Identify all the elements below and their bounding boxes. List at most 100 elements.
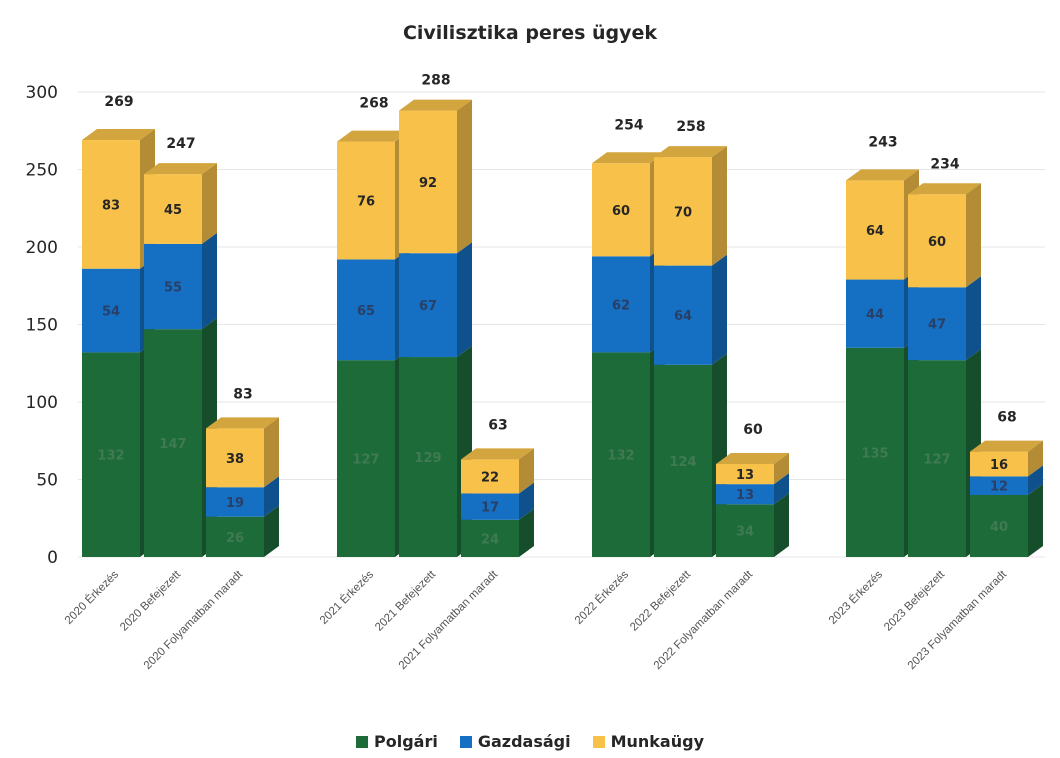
total-label: 268 <box>359 96 388 112</box>
bar-segment-polgari <box>846 347 904 557</box>
bar-segment-polgari <box>461 519 519 557</box>
x-tick-label: 2022 Folyamatban maradt <box>652 568 756 672</box>
legend-item-munkaugy: Munkaügy <box>592 732 704 751</box>
data-label-gazdasagi: 44 <box>866 308 884 323</box>
x-tick-label: 2021 Folyamatban maradt <box>397 568 501 672</box>
bar-segment-polgari <box>144 329 202 557</box>
bar-segment-munkaugy <box>144 174 202 244</box>
bar-segment-polgari <box>654 364 712 557</box>
x-tick-label: 2021 Érkezés <box>317 568 376 627</box>
x-tick-label: 2021 Befejezett <box>373 568 439 634</box>
data-label-munkaugy: 16 <box>990 458 1008 473</box>
data-label-gazdasagi: 65 <box>357 304 375 319</box>
x-tick-label: 2020 Érkezés <box>62 568 121 627</box>
data-label-polgari: 40 <box>990 520 1008 535</box>
x-tick-label: 2022 Befejezett <box>628 568 694 634</box>
bar-segment-munkaugy <box>716 464 774 485</box>
bar-side-gazdasagi <box>1028 465 1043 495</box>
bar-segment-polgari <box>970 495 1028 557</box>
legend-swatch-polgari <box>356 735 368 748</box>
total-label: 83 <box>233 386 252 402</box>
bar-segment-gazdasagi <box>206 487 264 517</box>
bar-top-face <box>461 448 534 460</box>
data-label-gazdasagi: 47 <box>928 318 946 333</box>
bar-segment-munkaugy <box>654 157 712 266</box>
bar-side-munkaugy <box>202 163 217 244</box>
data-label-polgari: 127 <box>352 453 379 468</box>
bar-segment-munkaugy <box>592 163 650 257</box>
data-label-munkaugy: 13 <box>736 468 754 483</box>
bar-segment-munkaugy <box>461 459 519 494</box>
y-tick-label: 0 <box>47 548 58 568</box>
bar-top-face <box>592 152 665 164</box>
total-label: 258 <box>676 119 705 135</box>
bar-segment-munkaugy <box>82 140 140 269</box>
data-label-polgari: 34 <box>736 525 754 540</box>
bar-segment-gazdasagi <box>846 279 904 348</box>
bar-segment-gazdasagi <box>144 243 202 330</box>
total-label: 60 <box>743 422 763 438</box>
legend-label-gazdasagi: Gazdasági <box>477 732 571 751</box>
y-tick-label: 150 <box>26 316 58 336</box>
y-tick-label: 250 <box>26 161 58 181</box>
data-label-gazdasagi: 64 <box>674 309 692 324</box>
bar-segment-polgari <box>399 357 457 557</box>
bar-side-gazdasagi <box>202 232 217 330</box>
data-label-munkaugy: 38 <box>226 452 244 467</box>
bar-side-polgari <box>1028 484 1043 557</box>
bar-side-munkaugy <box>457 99 472 254</box>
data-label-munkaugy: 76 <box>357 195 375 210</box>
data-label-munkaugy: 70 <box>674 205 692 220</box>
bar-segment-gazdasagi <box>970 476 1028 495</box>
bar-segment-munkaugy <box>970 451 1028 477</box>
y-tick-label: 200 <box>26 238 58 258</box>
bar-side-polgari <box>774 493 789 557</box>
data-label-polgari: 129 <box>414 451 441 466</box>
bar-segment-polgari <box>908 360 966 557</box>
bar-segment-polgari <box>716 504 774 557</box>
bar-top-face <box>846 169 919 181</box>
data-label-munkaugy: 83 <box>102 198 120 213</box>
total-label: 68 <box>997 410 1016 426</box>
data-label-gazdasagi: 17 <box>481 501 499 516</box>
bar-segment-gazdasagi <box>399 253 457 358</box>
bar-top-face <box>970 440 1043 452</box>
x-tick-label: 2023 Folyamatban maradt <box>906 568 1010 672</box>
y-tick-label: 50 <box>36 471 58 491</box>
bar-side-gazdasagi <box>712 254 727 365</box>
data-label-gazdasagi: 54 <box>102 305 120 320</box>
data-label-polgari: 124 <box>669 455 696 470</box>
total-label: 288 <box>421 73 450 89</box>
bar-segment-munkaugy <box>337 141 395 260</box>
data-label-polgari: 132 <box>607 449 634 464</box>
data-label-polgari: 132 <box>97 449 124 464</box>
data-label-polgari: 135 <box>861 446 888 461</box>
data-label-polgari: 147 <box>159 437 186 452</box>
data-label-gazdasagi: 67 <box>419 299 437 314</box>
x-tick-label: 2020 Befejezett <box>118 568 184 634</box>
bar-segment-munkaugy <box>206 428 264 488</box>
bar-top-face <box>206 417 279 429</box>
legend-label-polgari: Polgári <box>374 732 438 751</box>
bar-segment-gazdasagi <box>908 287 966 361</box>
legend-label-munkaugy: Munkaügy <box>610 732 704 751</box>
data-label-polgari: 26 <box>226 531 244 546</box>
bar-side-munkaugy <box>1028 440 1043 477</box>
total-label: 247 <box>166 136 195 152</box>
bar-segment-gazdasagi <box>716 484 774 505</box>
bar-side-gazdasagi <box>774 473 789 505</box>
bar-segment-polgari <box>206 516 264 557</box>
data-label-munkaugy: 60 <box>612 204 630 219</box>
y-tick-label: 300 <box>26 83 58 103</box>
bar-segment-gazdasagi <box>461 493 519 520</box>
bar-top-face <box>337 130 410 142</box>
total-label: 269 <box>104 94 133 110</box>
data-label-gazdasagi: 62 <box>612 298 630 313</box>
legend-swatch-munkaugy <box>592 735 605 748</box>
bar-top-face <box>144 163 217 175</box>
x-tick-label: 2023 Érkezés <box>826 568 885 627</box>
bar-side-munkaugy <box>774 453 789 485</box>
legend: Polgári Gazdasági Munkaügy <box>0 732 1060 751</box>
bar-side-munkaugy <box>966 183 981 288</box>
